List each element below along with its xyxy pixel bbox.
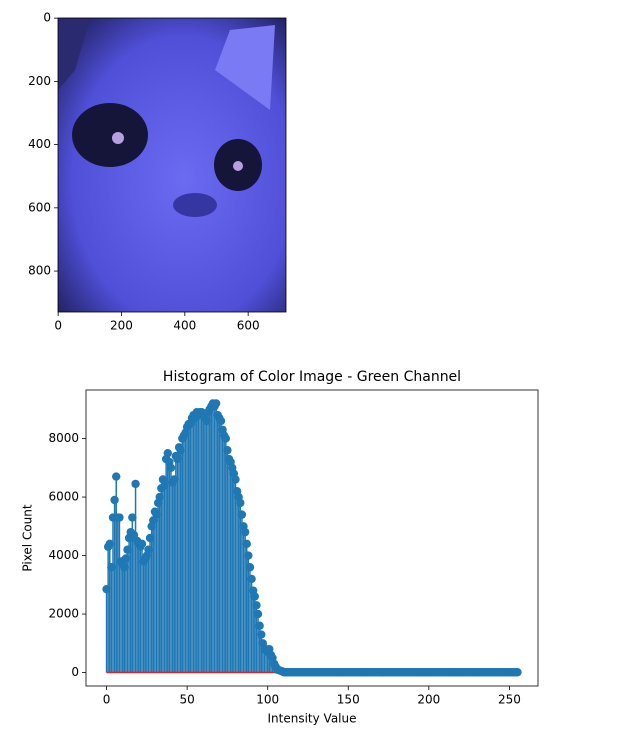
- image-eye-glint: [233, 161, 243, 171]
- stem-marker: [176, 446, 185, 455]
- x-tick-label: 200: [417, 693, 440, 707]
- stem-marker: [105, 539, 114, 549]
- stem-marker: [128, 513, 137, 522]
- stem-marker: [211, 399, 221, 408]
- y-tick-label: 4000: [48, 548, 79, 562]
- image-eye-glint: [112, 132, 124, 144]
- image-ear-right: [215, 25, 275, 110]
- stem-marker: [257, 630, 266, 639]
- stem-marker: [247, 574, 256, 584]
- stem-marker: [137, 539, 147, 549]
- x-tick-label: 50: [179, 693, 194, 707]
- axes-frame: [57, 17, 287, 313]
- stem-marker: [123, 545, 132, 554]
- stem-marker: [121, 554, 131, 563]
- image-ear-left: [58, 18, 90, 90]
- stem-marker: [131, 479, 140, 489]
- stem-marker: [255, 621, 264, 630]
- stem-marker: [253, 609, 263, 619]
- stem-marker: [120, 563, 129, 572]
- stem-marker: [240, 527, 250, 537]
- axes-frame: [85, 389, 539, 687]
- stem-marker: [216, 416, 226, 426]
- stem-marker: [244, 551, 253, 560]
- stem-marker: [237, 510, 247, 519]
- stem-marker: [202, 416, 211, 426]
- x-tick-label: 150: [337, 693, 360, 707]
- stem-marker: [242, 539, 251, 549]
- x-tick-label: 0: [54, 319, 62, 333]
- stem-marker: [236, 498, 245, 508]
- stem-marker: [223, 446, 232, 455]
- stem-marker: [112, 472, 121, 481]
- y-tick-label: 6000: [48, 490, 79, 504]
- image: [58, 18, 286, 312]
- x-tick-label: 200: [110, 319, 133, 333]
- chart-title: Histogram of Color Image - Green Channel: [163, 369, 461, 385]
- stem-marker: [163, 448, 172, 458]
- stem-marker: [250, 592, 259, 601]
- stem-marker: [110, 495, 119, 505]
- stem-marker: [231, 475, 240, 484]
- stem-marker: [252, 601, 261, 610]
- stem-marker: [152, 510, 161, 519]
- image-nose: [173, 193, 217, 217]
- stem-marker: [145, 533, 155, 543]
- stem-marker: [221, 434, 230, 443]
- stem-marker: [160, 481, 169, 490]
- stem-marker: [173, 454, 182, 464]
- stem-marker: [245, 563, 255, 572]
- stem-marker: [166, 463, 176, 473]
- y-tick-label: 2000: [48, 607, 79, 621]
- x-tick-label: 400: [173, 319, 196, 333]
- y-tick-label: 200: [28, 74, 51, 88]
- image-eye-left: [72, 103, 148, 167]
- x-tick-label: 600: [237, 319, 260, 333]
- y-axis-label: Pixel Count: [21, 504, 35, 572]
- stem-marker: [102, 584, 111, 594]
- stem-marker: [107, 563, 116, 572]
- y-tick-label: 0: [71, 665, 79, 679]
- stem-marker: [144, 545, 153, 554]
- y-tick-label: 8000: [48, 431, 79, 445]
- y-tick-label: 400: [28, 137, 51, 151]
- x-axis-label: Intensity Value: [268, 712, 357, 726]
- x-tick-label: 100: [256, 693, 279, 707]
- y-tick-label: 600: [28, 200, 51, 214]
- stem-marker: [170, 475, 179, 484]
- stem-marker: [513, 668, 522, 677]
- y-tick-label: 0: [43, 11, 51, 25]
- x-tick-label: 250: [498, 693, 521, 707]
- x-tick-label: 0: [103, 693, 111, 707]
- y-tick-label: 800: [28, 264, 51, 278]
- stem-marker: [115, 513, 124, 522]
- stem-marker: [155, 492, 164, 502]
